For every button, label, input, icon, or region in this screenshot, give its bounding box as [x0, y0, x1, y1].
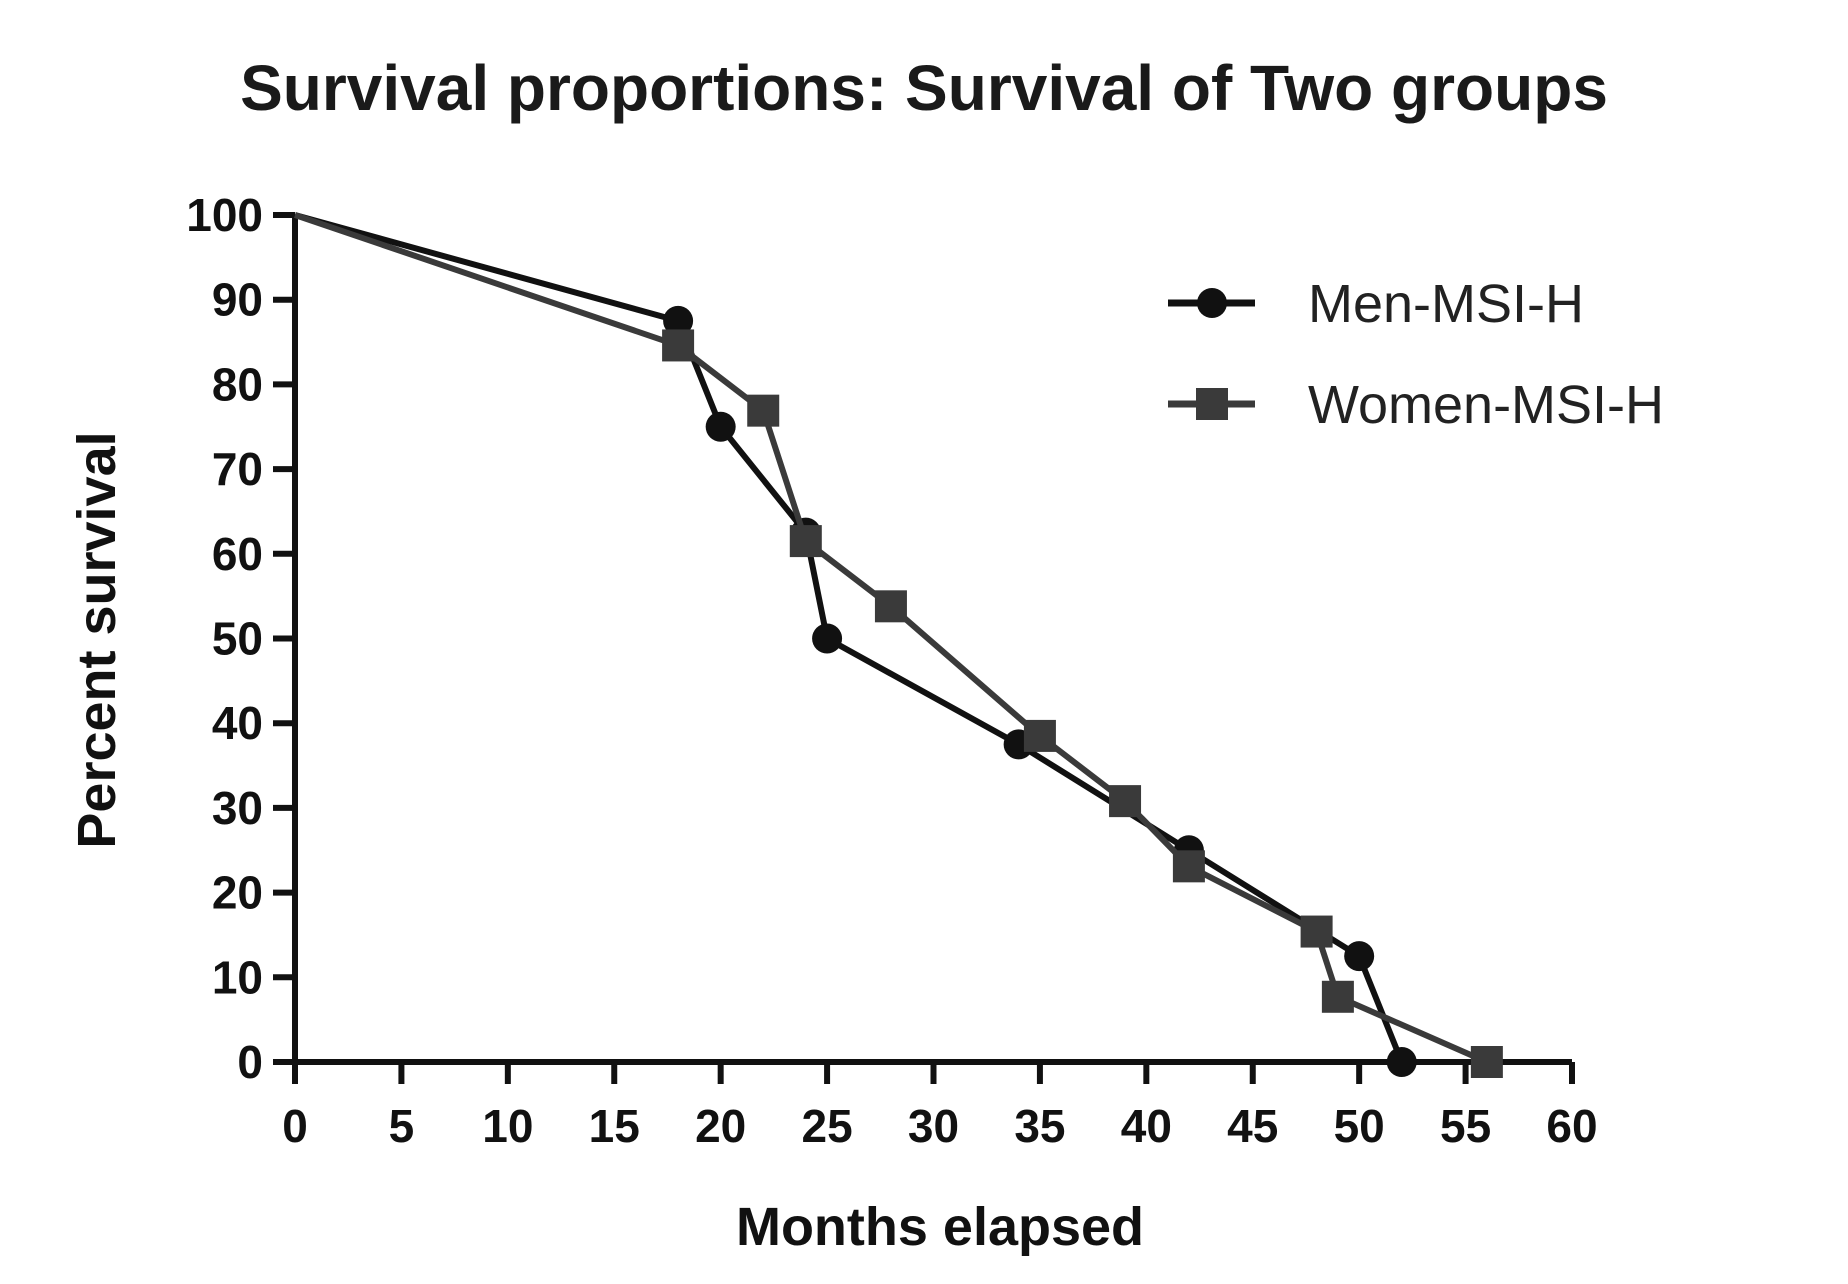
y-tick-label: 70: [212, 443, 263, 495]
x-tick-label: 10: [482, 1100, 533, 1152]
y-tick-label: 100: [186, 189, 263, 241]
series-women-msi-h: [294, 212, 1503, 1078]
data-point: [1344, 941, 1375, 972]
series-men-msi-h: [294, 212, 1417, 1077]
data-point: [1172, 850, 1205, 883]
data-point: [747, 394, 780, 427]
x-tick-label: 30: [908, 1100, 959, 1152]
y-tick-label: 60: [212, 528, 263, 580]
legend-label: Women-MSI-H: [1308, 375, 1664, 435]
data-point: [1386, 1047, 1417, 1077]
x-tick-label: 55: [1440, 1100, 1491, 1152]
data-point: [662, 329, 695, 362]
legend-item-men-msi-h: Men-MSI-H: [1168, 274, 1584, 334]
series-layer: [294, 212, 1503, 1078]
data-point: [1470, 1046, 1503, 1078]
x-tick-label: 0: [282, 1100, 308, 1152]
series-line: [294, 212, 1405, 1064]
x-tick-label: 35: [1014, 1100, 1065, 1152]
y-tick-label: 90: [212, 274, 263, 326]
y-axis-label: Percent survival: [67, 431, 127, 848]
legend: Men-MSI-H Women-MSI-H: [1168, 274, 1664, 435]
x-tick-label: 50: [1334, 1100, 1385, 1152]
data-point: [1300, 915, 1333, 948]
x-axis-label: Months elapsed: [736, 1197, 1144, 1257]
legend-marker: [1196, 388, 1228, 420]
x-tick-label: 5: [389, 1100, 415, 1152]
chart-title: Survival proportions: Survival of Two gr…: [240, 52, 1608, 124]
data-point: [1023, 719, 1056, 752]
y-tick-label: 50: [212, 613, 263, 665]
x-tick-label: 60: [1546, 1100, 1597, 1152]
data-point: [874, 590, 907, 623]
axes: 0 5 10 15 20 25 30 35 40 45 50 55 60 0 10 20 30 40 50 60 70 8…: [186, 189, 1597, 1152]
data-point: [1109, 785, 1142, 818]
x-tick-label: 25: [801, 1100, 852, 1152]
x-tick-label: 40: [1121, 1100, 1172, 1152]
y-tick-label: 30: [212, 782, 263, 834]
data-point: [812, 623, 843, 654]
legend-label: Men-MSI-H: [1308, 274, 1584, 334]
x-tick-label: 20: [695, 1100, 746, 1152]
y-tick-label: 0: [237, 1036, 263, 1088]
y-tick-label: 40: [212, 697, 263, 749]
data-point: [789, 525, 822, 558]
y-tick-label: 80: [212, 358, 263, 410]
y-tick-label: 20: [212, 867, 263, 919]
data-point: [1321, 980, 1354, 1013]
data-point: [663, 305, 694, 336]
legend-item-women-msi-h: Women-MSI-H: [1168, 375, 1664, 435]
x-tick-label: 15: [589, 1100, 640, 1152]
y-tick-label: 10: [212, 951, 263, 1003]
data-point: [705, 411, 736, 442]
x-tick-label: 45: [1227, 1100, 1278, 1152]
legend-marker: [1197, 288, 1227, 318]
